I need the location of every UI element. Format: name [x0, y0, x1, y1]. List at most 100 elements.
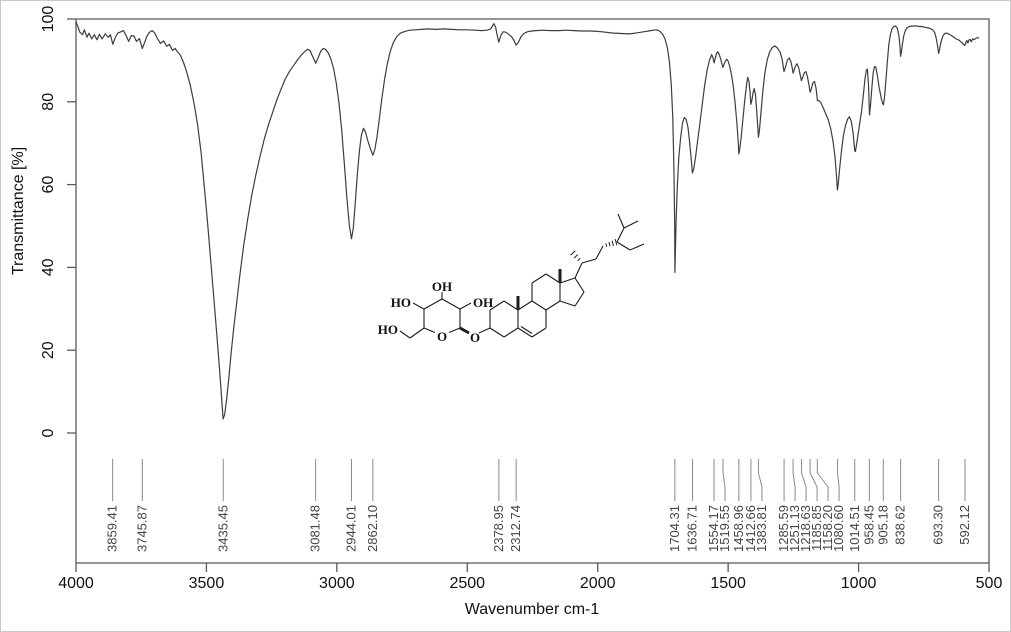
peak-wavenumber-label: 1383.81 [754, 505, 769, 552]
hash-bond [577, 258, 581, 262]
bond [629, 243, 645, 251]
bond [448, 327, 461, 334]
hash-bond [608, 241, 611, 247]
transmittance-line [75, 21, 980, 420]
bond [489, 327, 505, 338]
atom-label: O [437, 329, 447, 344]
peak-leader-line [816, 459, 829, 501]
peak-wavenumber-label: 3435.45 [215, 505, 230, 552]
bond [459, 302, 472, 310]
bond [616, 241, 631, 251]
peak-wavenumber-label: 1704.31 [667, 505, 682, 552]
y-axis-title: Transmittance [%] [10, 147, 27, 275]
y-tick-label: 100 [40, 6, 57, 33]
hash-bond [614, 239, 618, 246]
bond [545, 273, 561, 284]
peak-wavenumber-label: 3745.87 [134, 505, 149, 552]
peak-wavenumber-label: 693.30 [931, 505, 946, 545]
atom-label: HO [391, 295, 411, 310]
plot-frame [75, 18, 990, 564]
x-tick-label: 3500 [189, 575, 225, 592]
hash-bond [605, 243, 608, 247]
peak-wavenumber-label: 1251.13 [787, 505, 802, 552]
bond [595, 245, 604, 260]
hash-bond [570, 250, 576, 256]
x-tick-label: 2000 [580, 575, 616, 592]
peak-wavenumber-label: 1185.85 [809, 505, 824, 551]
bond [423, 298, 443, 310]
bond [559, 300, 576, 307]
peak-wavenumber-label: 2378.95 [491, 505, 506, 552]
y-tick-label: 80 [40, 93, 57, 111]
peak-wavenumber-label: 1218.63 [798, 505, 813, 552]
peak-wavenumber-label: 1412.66 [743, 505, 758, 552]
bond [574, 262, 583, 279]
peak-leader-line [837, 459, 840, 501]
bond [478, 327, 491, 334]
bond [545, 300, 561, 311]
atom-label: O [470, 330, 480, 345]
peak-wavenumber-label: 592.12 [957, 505, 972, 545]
peak-leader-line [792, 459, 796, 501]
x-tick-label: 2500 [449, 575, 485, 592]
hash-bond [611, 240, 614, 246]
peak-wavenumber-label: 1554.17 [706, 505, 721, 552]
atom-label: OH [473, 295, 493, 310]
plot-border [75, 18, 990, 564]
bond [531, 327, 547, 338]
y-tick-label: 20 [40, 341, 57, 359]
bond [623, 220, 639, 229]
peak-wavenumber-label: 2862.10 [365, 505, 380, 552]
y-tick-label: 60 [40, 176, 57, 194]
bond [520, 326, 533, 334]
bond [616, 227, 625, 243]
atom-label: HO [378, 322, 398, 337]
peak-leader-line [801, 459, 807, 501]
bond [531, 300, 547, 311]
x-tick-label: 1500 [710, 575, 746, 592]
peak-wavenumber-label: 3081.48 [308, 505, 323, 552]
bond [574, 291, 585, 307]
x-tick-label: 500 [976, 575, 1003, 592]
bond [423, 327, 436, 334]
peak-wavenumber-label: 838.62 [893, 505, 908, 545]
molecule-structure: OH HO OH HO O O [378, 213, 645, 345]
x-tick-label: 1000 [841, 575, 877, 592]
bond [412, 302, 425, 310]
x-axis: 4000 3500 3000 2500 2000 1500 1000 500 [58, 563, 1002, 592]
y-tick-label: 40 [40, 258, 57, 276]
bond [503, 300, 519, 311]
bond [517, 327, 533, 338]
peak-leader-line [757, 459, 763, 501]
x-tick-label: 3000 [319, 575, 355, 592]
peak-wavenumber-label: 1519.55 [717, 505, 732, 552]
x-tick-label: 4000 [58, 575, 94, 592]
peak-wavenumber-label: 958.45 [861, 505, 876, 545]
atom-label: OH [432, 279, 452, 294]
peak-wavenumber-label: 1080.60 [831, 505, 846, 552]
bond [574, 277, 585, 293]
y-axis: 0 20 40 60 80 100 [40, 6, 76, 437]
spectrum-curve [75, 21, 980, 420]
peak-wavenumber-label: 1158.20 [820, 505, 835, 551]
hash-bond [573, 254, 579, 259]
peak-wavenumber-label: 1636.71 [684, 505, 699, 552]
peak-wavenumber-label: 1014.51 [847, 505, 862, 552]
bond [617, 213, 625, 229]
bond [489, 300, 505, 311]
peak-leader-line [809, 459, 818, 501]
peak-wavenumber-label: 2312.74 [508, 505, 523, 552]
bond [559, 277, 576, 284]
bond [517, 300, 533, 311]
peak-leader-line [722, 459, 726, 501]
bond [409, 327, 425, 339]
peak-annotations: 3859.41 3745.87 3435.45 3081.48 2944.01 2862.… [105, 459, 972, 552]
bond [581, 258, 597, 264]
wedge-bond [459, 326, 470, 335]
peak-wavenumber-label: 1458.96 [731, 505, 746, 552]
x-axis-title: Wavenumber cm-1 [465, 601, 600, 618]
y-tick-label: 0 [40, 428, 57, 437]
peak-wavenumber-label: 3859.41 [105, 505, 120, 552]
